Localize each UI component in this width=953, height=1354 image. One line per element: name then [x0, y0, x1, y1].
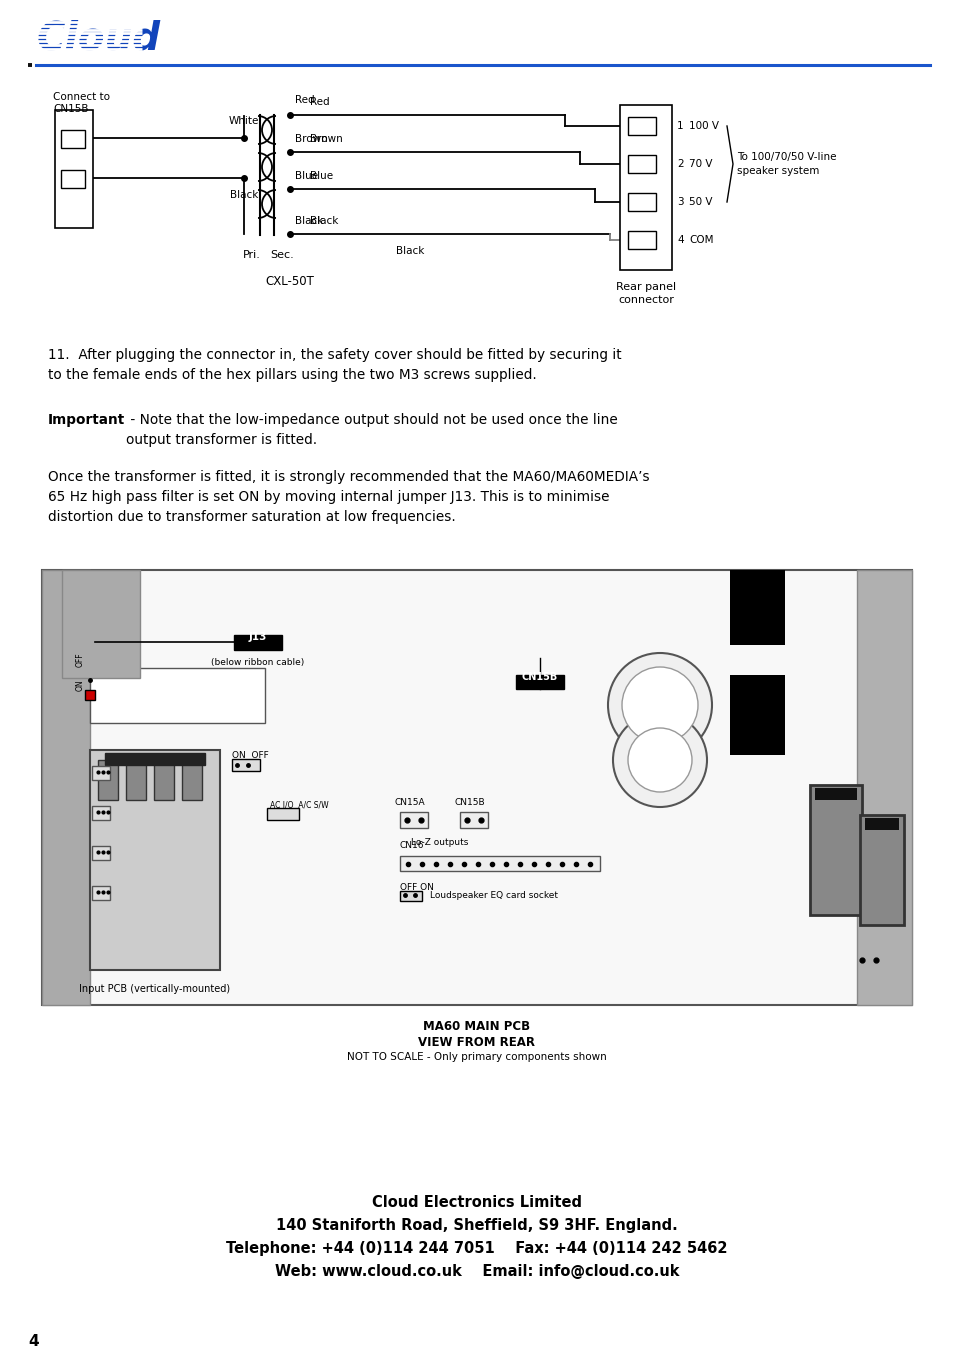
Text: 100 V: 100 V — [688, 121, 719, 131]
Text: VIEW FROM REAR: VIEW FROM REAR — [418, 1036, 535, 1049]
Text: ON: ON — [75, 680, 85, 691]
Bar — [182, 760, 202, 800]
Text: Red: Red — [310, 97, 330, 107]
Bar — [729, 570, 784, 645]
Bar — [267, 808, 298, 821]
Text: CN15B: CN15B — [455, 798, 485, 807]
Bar — [42, 570, 90, 1005]
Text: Black: Black — [395, 246, 424, 256]
Text: 4: 4 — [677, 236, 683, 245]
Text: Sec.: Sec. — [270, 250, 294, 260]
Text: NOT TO SCALE - Only primary components shown: NOT TO SCALE - Only primary components s… — [347, 1052, 606, 1062]
Bar — [399, 891, 421, 900]
Bar — [90, 750, 220, 969]
Text: Cloud Electronics Limited: Cloud Electronics Limited — [372, 1196, 581, 1210]
Text: Important: Important — [48, 413, 125, 427]
Text: Black: Black — [230, 190, 258, 200]
Bar — [814, 788, 856, 800]
Bar — [627, 232, 656, 249]
Text: Lo-Z outputs: Lo-Z outputs — [411, 838, 468, 848]
Bar — [105, 753, 205, 765]
Circle shape — [621, 668, 698, 743]
Bar — [459, 812, 488, 829]
Bar — [856, 570, 911, 1005]
Bar — [627, 194, 656, 211]
Text: OFF: OFF — [75, 653, 85, 668]
Bar — [809, 785, 862, 915]
Bar — [85, 691, 95, 700]
Bar — [62, 570, 140, 678]
Text: Once the transformer is fitted, it is strongly recommended that the MA60/MA60MED: Once the transformer is fitted, it is st… — [48, 470, 649, 524]
Bar — [91, 846, 110, 860]
Text: 2: 2 — [677, 158, 683, 169]
Text: (below ribbon cable): (below ribbon cable) — [212, 658, 304, 668]
Text: CN16: CN16 — [399, 841, 424, 850]
Text: MA60 MAIN PCB: MA60 MAIN PCB — [423, 1020, 530, 1033]
Text: CN15B: CN15B — [521, 672, 558, 682]
Text: 50 V: 50 V — [688, 196, 712, 207]
Bar — [627, 154, 656, 173]
Text: Blue: Blue — [294, 171, 317, 181]
Bar — [729, 676, 784, 756]
Bar — [399, 856, 599, 871]
Text: 70 V: 70 V — [688, 158, 712, 169]
Circle shape — [627, 728, 691, 792]
Text: Black: Black — [294, 217, 323, 226]
Bar — [61, 171, 85, 188]
Text: Telephone: +44 (0)114 244 7051    Fax: +44 (0)114 242 5462: Telephone: +44 (0)114 244 7051 Fax: +44 … — [226, 1242, 727, 1257]
Text: 3: 3 — [677, 196, 683, 207]
Bar — [42, 570, 911, 1005]
Bar — [91, 806, 110, 821]
Bar — [153, 760, 173, 800]
Bar — [864, 818, 898, 830]
Bar — [90, 668, 265, 723]
Text: 4: 4 — [28, 1334, 38, 1349]
Text: COM: COM — [688, 236, 713, 245]
Text: Red: Red — [294, 95, 314, 106]
Text: - Note that the low-impedance output should not be used once the line
output tra: - Note that the low-impedance output sho… — [126, 413, 618, 447]
Bar — [55, 110, 92, 227]
Text: CN15B: CN15B — [53, 104, 89, 114]
Text: CN15A: CN15A — [395, 798, 425, 807]
Text: To 100/70/50 V-line
speaker system: To 100/70/50 V-line speaker system — [737, 153, 836, 176]
Text: Blue: Blue — [310, 171, 333, 181]
Text: Black: Black — [310, 217, 338, 226]
Text: CXL-50T: CXL-50T — [265, 275, 314, 288]
Text: ON  OFF: ON OFF — [232, 751, 269, 760]
Bar — [126, 760, 146, 800]
Text: Rear panel
connector: Rear panel connector — [616, 282, 676, 305]
Bar — [619, 106, 671, 269]
Text: White: White — [229, 116, 259, 126]
Circle shape — [613, 714, 706, 807]
Text: 11.  After plugging the connector in, the safety cover should be fitted by secur: 11. After plugging the connector in, the… — [48, 348, 621, 382]
Text: 1: 1 — [677, 121, 683, 131]
Text: 140 Staniforth Road, Sheffield, S9 3HF. England.: 140 Staniforth Road, Sheffield, S9 3HF. … — [275, 1219, 678, 1233]
Bar — [61, 130, 85, 148]
Text: Web: www.cloud.co.uk    Email: info@cloud.co.uk: Web: www.cloud.co.uk Email: info@cloud.c… — [274, 1265, 679, 1280]
Text: Input PCB (vertically-mounted): Input PCB (vertically-mounted) — [79, 984, 231, 994]
Text: Cloud: Cloud — [37, 20, 161, 58]
Bar — [627, 116, 656, 135]
Text: Brown: Brown — [294, 134, 328, 144]
Circle shape — [607, 653, 711, 757]
Bar — [91, 886, 110, 900]
Text: Loudspeaker EQ card socket: Loudspeaker EQ card socket — [430, 891, 558, 899]
Text: AC I/O  A/C S/W: AC I/O A/C S/W — [270, 800, 328, 808]
Text: Pri.: Pri. — [243, 250, 261, 260]
Bar — [859, 815, 903, 925]
Bar — [399, 812, 428, 829]
Bar — [91, 766, 110, 780]
Bar — [98, 760, 118, 800]
Text: Brown: Brown — [310, 134, 342, 144]
Text: J13: J13 — [249, 632, 267, 642]
Bar — [233, 635, 282, 650]
Bar — [232, 760, 260, 770]
Text: OFF ON: OFF ON — [399, 883, 434, 892]
Bar — [516, 676, 563, 689]
Text: Connect to: Connect to — [53, 92, 110, 102]
